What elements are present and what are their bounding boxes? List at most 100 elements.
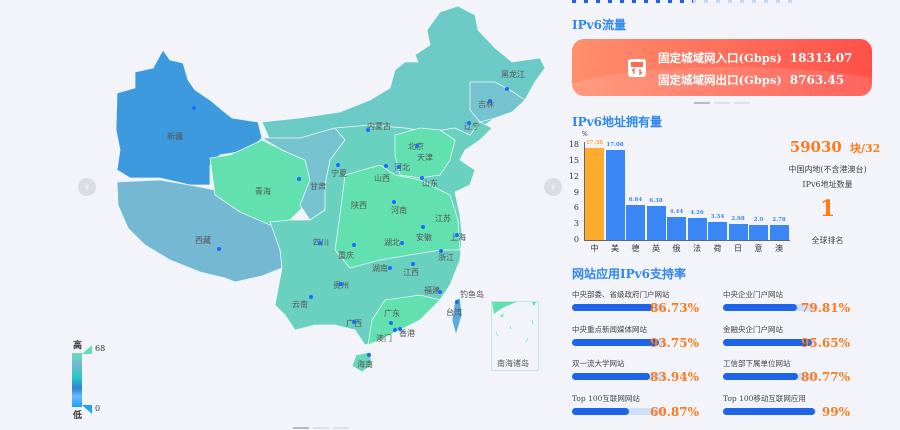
capital-dot xyxy=(336,163,340,167)
province-label: 海南 xyxy=(357,360,373,369)
capital-dot xyxy=(415,144,419,148)
capital-dot xyxy=(392,200,396,204)
support-progress-bar xyxy=(572,407,665,415)
y-tick-label: 6 xyxy=(573,203,579,213)
capital-dot xyxy=(393,328,397,332)
bar-日[interactable] xyxy=(728,224,748,240)
capital-dot xyxy=(488,99,492,103)
capital-dot xyxy=(411,262,415,266)
province-label: 上海 xyxy=(450,233,466,242)
inset-label: 南海诸岛 xyxy=(497,359,529,368)
address-desc-1: 中国内地(不含港澳台) xyxy=(788,165,867,174)
province-label: 台湾 xyxy=(446,308,462,317)
support-item-label: 中央重点新闻媒体网站 xyxy=(572,324,647,334)
y-axis-unit: % xyxy=(582,131,588,138)
traffic-page-dot[interactable] xyxy=(694,102,710,104)
capital-dot xyxy=(439,249,443,253)
support-item-percent: 99% xyxy=(821,404,850,419)
province-label: 钓鱼岛 xyxy=(460,290,484,299)
capital-dot xyxy=(309,295,313,299)
bar-德[interactable] xyxy=(626,204,645,240)
map-page-dot[interactable] xyxy=(293,427,309,429)
province-label: 新疆 xyxy=(167,132,183,141)
x-tick-label: 法 xyxy=(693,244,701,253)
capital-dot xyxy=(367,353,371,357)
legend-low-handle[interactable] xyxy=(82,405,92,414)
support-item-label: Top 100移动互联网应用 xyxy=(723,393,806,403)
bar-意[interactable] xyxy=(749,224,768,240)
outbound-label: 固定城域网出口(Gbps) xyxy=(658,73,782,87)
capital-dot xyxy=(397,165,401,169)
support-item-label: Top 100互联网网站 xyxy=(572,393,640,403)
x-axis-line xyxy=(584,240,790,241)
support-progress-bar xyxy=(723,338,816,346)
bar-法[interactable] xyxy=(687,217,707,240)
bar-澳[interactable] xyxy=(769,225,789,240)
province-label: 黑龙江 xyxy=(501,70,525,79)
support-progress-bar xyxy=(572,373,665,380)
x-tick-label: 澳 xyxy=(775,244,783,253)
support-item-percent: 79.81% xyxy=(801,301,850,315)
outbound-row: 固定城域网出口(Gbps) 8763.45 xyxy=(658,72,844,88)
traffic-page-dot[interactable] xyxy=(714,102,730,104)
province-label: 天津 xyxy=(417,153,433,162)
legend-max: 68 xyxy=(95,344,106,353)
capital-dot xyxy=(192,106,196,110)
capital-dot xyxy=(505,87,509,91)
bar-英[interactable] xyxy=(646,206,666,240)
support-progress-fill xyxy=(572,407,629,415)
bar-荷[interactable] xyxy=(708,222,727,240)
support-title: 网站应用IPv6支持率 xyxy=(572,267,686,281)
province-label: 陕西 xyxy=(351,201,367,210)
province-label: 江西 xyxy=(403,268,419,277)
map-next-button[interactable]: › xyxy=(544,178,562,196)
bar-美[interactable] xyxy=(605,149,625,240)
province-label: 广东 xyxy=(384,309,400,318)
outbound-value: 8763.45 xyxy=(789,73,845,87)
capital-dot xyxy=(400,241,404,245)
capital-dot xyxy=(389,321,393,325)
inbound-value: 18313.07 xyxy=(789,51,853,65)
map-page-dot[interactable] xyxy=(333,427,349,429)
bar-俄[interactable] xyxy=(667,216,686,240)
bar-中[interactable] xyxy=(585,148,604,240)
capital-dot xyxy=(297,177,301,181)
capital-dot xyxy=(318,241,322,245)
legend-high-handle[interactable] xyxy=(82,345,92,354)
map-shapes xyxy=(115,5,546,373)
map-page-dot[interactable] xyxy=(313,427,329,429)
province-label: 湖北 xyxy=(384,238,400,247)
bar-value-label: 6.64 xyxy=(628,196,643,203)
capital-dot xyxy=(398,327,402,331)
province-label: 重庆 xyxy=(338,251,354,260)
region-xinjiang xyxy=(115,49,263,186)
y-tick-label: 12 xyxy=(568,171,579,181)
x-tick-label: 中 xyxy=(590,244,599,253)
traffic-page-dot[interactable] xyxy=(734,102,750,104)
region-taiwan xyxy=(451,297,463,337)
x-tick-label: 英 xyxy=(652,244,660,253)
y-tick-label: 3 xyxy=(573,219,579,229)
bar-value-label: 17.38 xyxy=(585,140,604,147)
support-item-percent: 95.65% xyxy=(801,335,850,350)
region-tibet xyxy=(116,179,283,283)
province-label: 江苏 xyxy=(435,214,451,223)
support-progress-fill xyxy=(572,373,651,380)
province-label: 浙江 xyxy=(438,253,454,262)
support-progress-fill xyxy=(572,338,660,346)
china-ipv6-map[interactable]: 新疆 西藏 青海 甘肃 内蒙古 黑龙江 吉林 辽宁 北京 天津 河北 山西 山东… xyxy=(0,0,562,430)
capital-dot xyxy=(455,233,459,237)
x-tick-label: 日 xyxy=(734,244,742,253)
address-title: IPv6地址拥有量 xyxy=(572,115,662,129)
bar-value-label: 2.9 xyxy=(753,216,764,223)
map-prev-button[interactable]: ‹ xyxy=(78,178,96,196)
capital-dot xyxy=(352,243,356,247)
bar-value-label: 17.08 xyxy=(606,141,624,148)
support-item-percent: 93.75% xyxy=(650,335,699,350)
capital-dot xyxy=(388,266,392,270)
chevron-right-icon: › xyxy=(550,180,556,193)
support-item-percent: 83.94% xyxy=(650,370,699,384)
support-progress-fill xyxy=(723,407,816,415)
y-tick-label: 0 xyxy=(573,235,579,244)
province-label: 内蒙古 xyxy=(367,122,391,131)
